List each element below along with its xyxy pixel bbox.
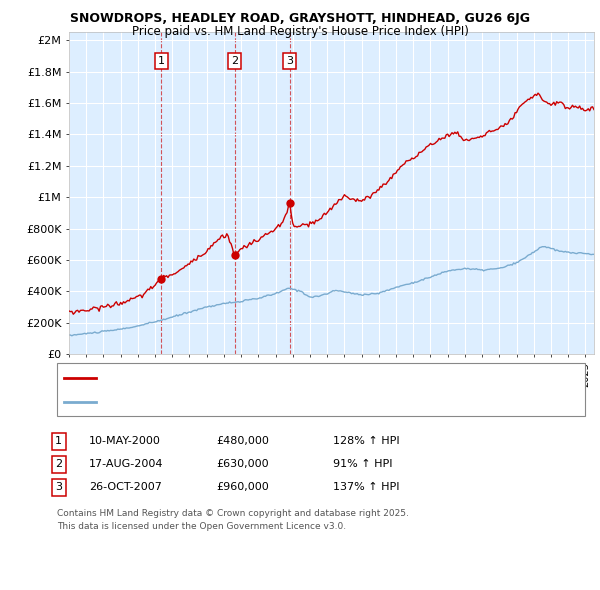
Text: SNOWDROPS, HEADLEY ROAD, GRAYSHOTT, HINDHEAD, GU26 6JG (detached house): SNOWDROPS, HEADLEY ROAD, GRAYSHOTT, HIND… (101, 373, 515, 383)
Text: 2: 2 (231, 55, 238, 65)
Text: £480,000: £480,000 (216, 437, 269, 446)
Text: 2: 2 (55, 460, 62, 469)
Text: 91% ↑ HPI: 91% ↑ HPI (333, 460, 392, 469)
Text: 3: 3 (286, 55, 293, 65)
Text: 128% ↑ HPI: 128% ↑ HPI (333, 437, 400, 446)
Text: 26-OCT-2007: 26-OCT-2007 (89, 483, 161, 492)
Text: SNOWDROPS, HEADLEY ROAD, GRAYSHOTT, HINDHEAD, GU26 6JG: SNOWDROPS, HEADLEY ROAD, GRAYSHOTT, HIND… (70, 12, 530, 25)
Text: HPI: Average price, detached house, East Hampshire: HPI: Average price, detached house, East… (101, 397, 359, 407)
Text: Price paid vs. HM Land Registry's House Price Index (HPI): Price paid vs. HM Land Registry's House … (131, 25, 469, 38)
Text: 17-AUG-2004: 17-AUG-2004 (89, 460, 163, 469)
Text: 137% ↑ HPI: 137% ↑ HPI (333, 483, 400, 492)
Text: £960,000: £960,000 (216, 483, 269, 492)
Text: This data is licensed under the Open Government Licence v3.0.: This data is licensed under the Open Gov… (57, 522, 346, 530)
Text: 1: 1 (158, 55, 165, 65)
Text: £630,000: £630,000 (216, 460, 269, 469)
Text: Contains HM Land Registry data © Crown copyright and database right 2025.: Contains HM Land Registry data © Crown c… (57, 509, 409, 517)
Text: 10-MAY-2000: 10-MAY-2000 (89, 437, 161, 446)
Text: 3: 3 (55, 483, 62, 492)
Text: 1: 1 (55, 437, 62, 446)
